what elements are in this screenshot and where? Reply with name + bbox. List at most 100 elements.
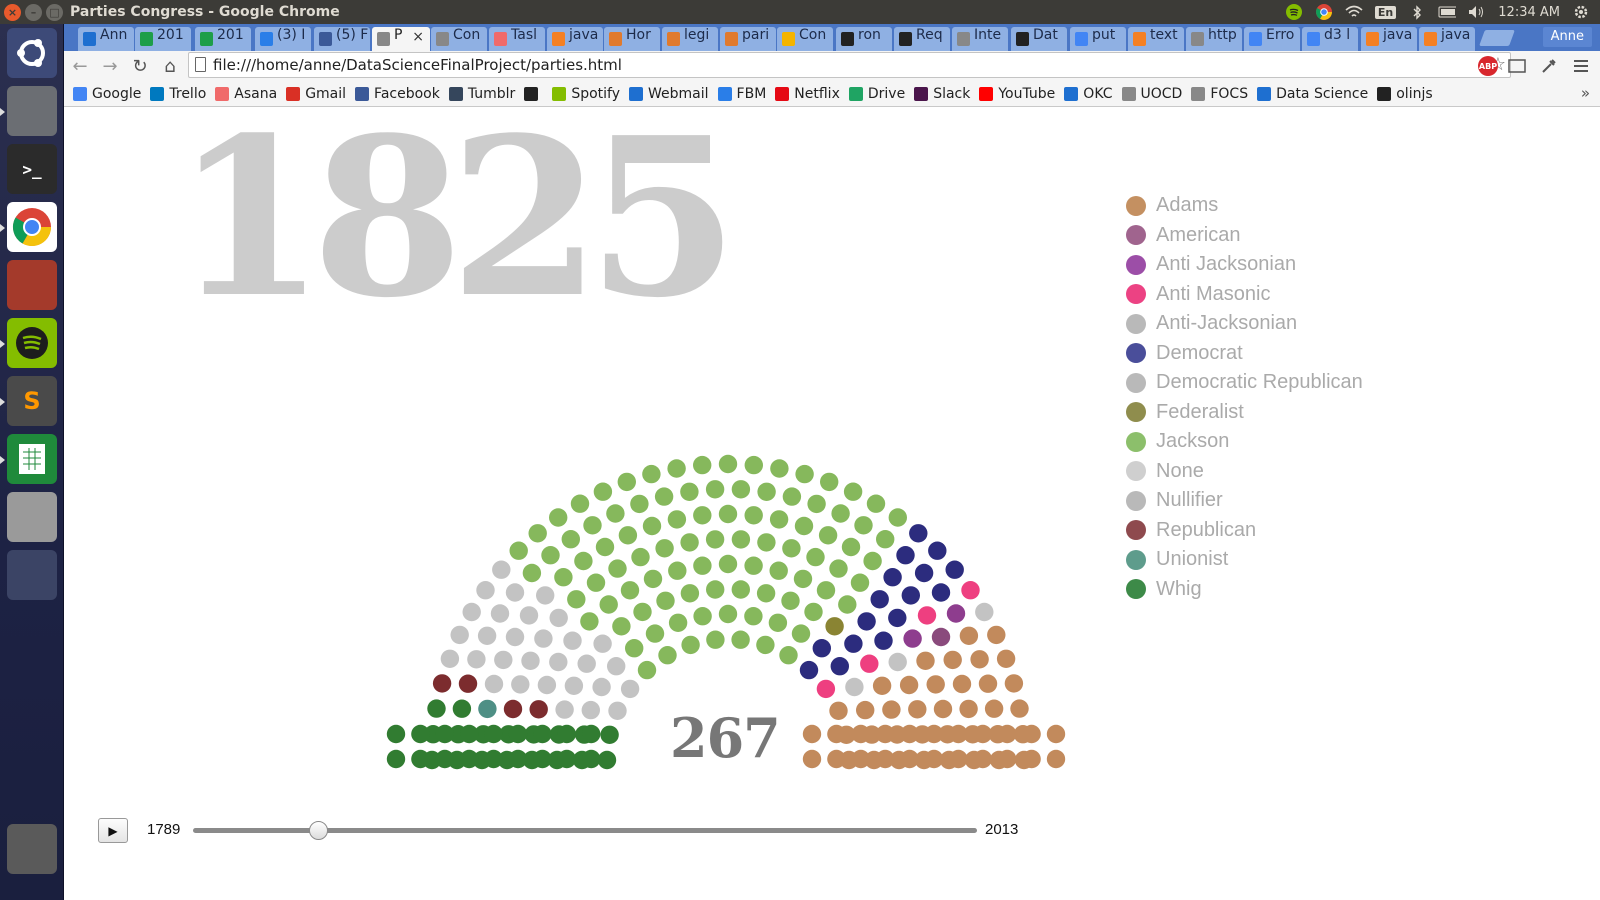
seat-jackson[interactable] <box>668 561 687 580</box>
seat-adams[interactable] <box>1022 724 1041 744</box>
seat-jackson[interactable] <box>744 506 763 525</box>
seat-whig[interactable] <box>533 724 552 744</box>
seat-jackson[interactable] <box>866 494 886 513</box>
seat-adams[interactable] <box>933 699 953 719</box>
seat-whig[interactable] <box>435 724 454 744</box>
seat-adams[interactable] <box>1046 724 1066 744</box>
bluetooth-icon[interactable] <box>1408 4 1426 20</box>
seat-jackson[interactable] <box>781 591 800 610</box>
seat-jackson[interactable] <box>820 472 839 492</box>
browser-tab[interactable]: (5) F <box>314 27 370 51</box>
seat-democrat[interactable] <box>928 541 947 560</box>
clock[interactable]: 12:34 AM <box>1498 4 1560 20</box>
browser-tab[interactable]: (3) I <box>255 27 311 51</box>
seat-jackson[interactable] <box>854 516 873 535</box>
seat-jackson[interactable] <box>509 541 528 560</box>
session-gear-icon[interactable] <box>1572 4 1590 20</box>
seat-democrat[interactable] <box>914 563 934 583</box>
seat-gray[interactable] <box>492 560 511 579</box>
seat-jackson[interactable] <box>782 487 802 506</box>
bookmark-item[interactable] <box>524 86 543 101</box>
seat-democrat[interactable] <box>812 639 831 658</box>
seat-jackson[interactable] <box>829 559 848 578</box>
seat-federalist[interactable] <box>825 617 844 636</box>
seat-gray[interactable] <box>537 675 557 695</box>
seat-jackson[interactable] <box>561 530 580 549</box>
reload-icon[interactable]: ↻ <box>132 55 148 77</box>
battery-icon[interactable] <box>1438 4 1457 20</box>
seat-jackson[interactable] <box>620 581 640 600</box>
seat-adams[interactable] <box>998 724 1017 744</box>
seat-adams[interactable] <box>952 674 972 694</box>
seat-whig[interactable] <box>557 749 576 769</box>
seat-adams[interactable] <box>856 700 875 720</box>
seat-jackson[interactable] <box>541 546 560 565</box>
bookmark-item[interactable]: YouTube <box>979 86 1055 102</box>
seat-jackson[interactable] <box>757 482 776 501</box>
seat-jackson[interactable] <box>528 524 547 543</box>
seat-adams[interactable] <box>916 651 935 670</box>
seat-gray[interactable] <box>534 629 553 648</box>
seat-jackson[interactable] <box>693 506 712 525</box>
bookmark-item[interactable]: Drive <box>848 86 905 102</box>
browser-tab[interactable]: Ann <box>78 27 134 51</box>
cast-icon[interactable] <box>1504 53 1530 79</box>
seat-whig[interactable] <box>411 724 430 744</box>
seat-whig[interactable] <box>460 749 479 769</box>
seat-jackson[interactable] <box>608 559 627 578</box>
seat-jackson[interactable] <box>693 455 712 475</box>
seat-jackson[interactable] <box>818 526 838 545</box>
seat-jackson[interactable] <box>769 510 789 529</box>
seat-jackson[interactable] <box>680 533 699 552</box>
seat-gray[interactable] <box>511 675 530 694</box>
seat-jackson[interactable] <box>706 630 725 649</box>
seat-whig[interactable] <box>411 749 430 769</box>
seat-jackson[interactable] <box>637 660 657 680</box>
seat-whig[interactable] <box>582 724 601 744</box>
browser-tab[interactable]: d3 l <box>1302 27 1358 51</box>
seat-whig[interactable] <box>452 699 472 718</box>
seat-democrat[interactable] <box>909 524 928 543</box>
seat-jackson[interactable] <box>863 551 882 571</box>
seat-gray[interactable] <box>494 650 513 670</box>
seat-jackson[interactable] <box>642 464 661 484</box>
seat-jackson[interactable] <box>680 482 699 501</box>
adblock-plus-icon[interactable]: ABP <box>1478 56 1498 76</box>
seat-gray[interactable] <box>563 631 582 650</box>
seat-jackson[interactable] <box>744 455 763 475</box>
seat-jackson[interactable] <box>793 569 813 589</box>
browser-tab[interactable]: Hor <box>604 27 660 51</box>
seat-gray[interactable] <box>450 625 469 645</box>
bookmark-item[interactable]: Trello <box>150 86 206 102</box>
seat-gray[interactable] <box>476 581 495 600</box>
browser-tab[interactable]: pari <box>720 27 776 51</box>
sublime-text-icon[interactable]: S <box>7 376 57 426</box>
seat-jackson[interactable] <box>795 464 814 484</box>
seat-adams[interactable] <box>970 650 989 669</box>
seat-jackson[interactable] <box>731 630 750 649</box>
seat-democrat[interactable] <box>857 612 876 631</box>
seat-jackson[interactable] <box>667 510 687 529</box>
seat-jackson[interactable] <box>706 580 725 599</box>
seat-jackson[interactable] <box>756 584 776 603</box>
browser-tab[interactable]: Inte <box>952 27 1008 51</box>
browser-tab[interactable]: 201 <box>135 27 191 51</box>
seat-adams[interactable] <box>827 724 846 744</box>
libreoffice-calc-icon[interactable] <box>7 434 57 484</box>
seat-jackson[interactable] <box>876 530 895 549</box>
seat-jackson[interactable] <box>806 547 825 567</box>
seat-adams[interactable] <box>851 749 870 769</box>
seat-adams[interactable] <box>996 649 1016 668</box>
seat-jackson[interactable] <box>606 504 625 523</box>
seat-jackson[interactable] <box>770 459 789 478</box>
seat-gray[interactable] <box>592 677 611 697</box>
seat-republican[interactable] <box>432 674 452 693</box>
seat-adams[interactable] <box>899 675 919 695</box>
seat-whig[interactable] <box>600 725 619 744</box>
seat-jackson[interactable] <box>731 580 750 599</box>
bookmark-item[interactable]: Asana <box>215 86 277 102</box>
browser-tab[interactable]: ron <box>836 27 892 51</box>
seat-jackson[interactable] <box>522 563 542 583</box>
seat-jackson[interactable] <box>680 584 700 603</box>
seat-whig[interactable] <box>597 750 617 770</box>
